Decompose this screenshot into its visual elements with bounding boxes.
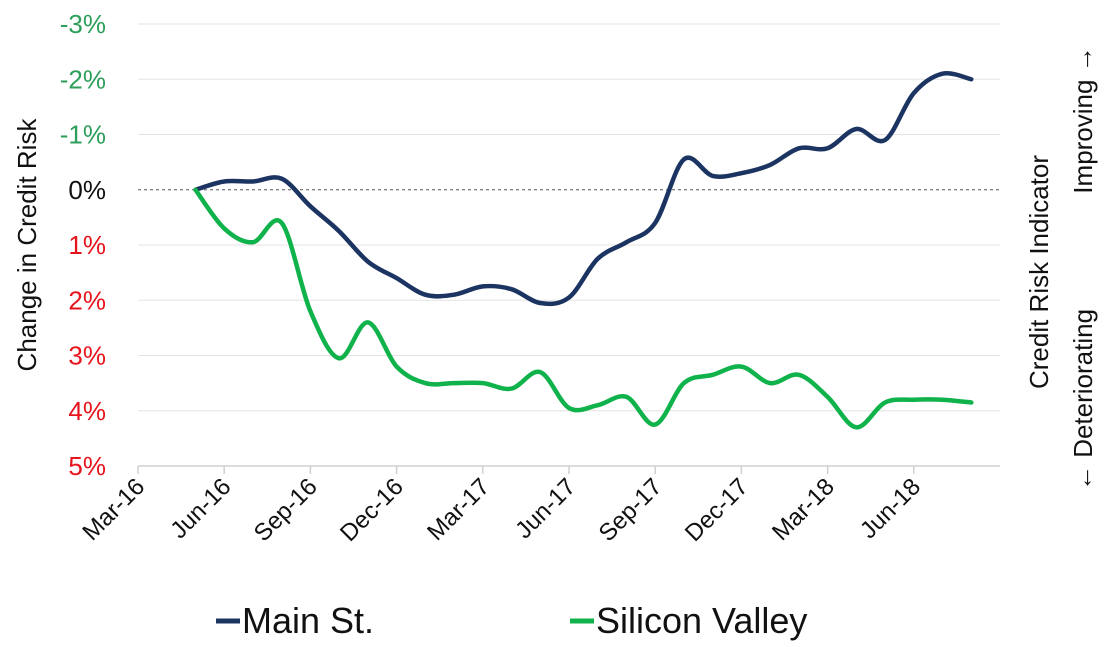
y-axis-title: Change in Credit Risk: [12, 118, 42, 372]
x-tick-label: Mar-17: [422, 473, 495, 546]
y-tick-label: 1%: [68, 230, 106, 260]
x-tick-label: Dec-17: [680, 473, 754, 547]
x-tick-label: Dec-16: [335, 473, 409, 547]
x-axis-ticks: [137, 466, 915, 474]
legend: Main St. Silicon Valley: [216, 600, 807, 641]
right-axis-improving-label: Improving →: [1068, 46, 1098, 193]
y-tick-label: 0%: [68, 175, 106, 205]
x-tick-label: Mar-16: [77, 473, 150, 546]
y-tick-label: -2%: [60, 64, 106, 94]
legend-label: Main St.: [242, 600, 374, 641]
x-axis-tick-labels: Mar-16 Jun-16 Sep-16 Dec-16 Mar-17 Jun-17 Sep-…: [77, 473, 926, 547]
y-tick-label: -1%: [60, 120, 106, 150]
gridlines: [138, 23, 1000, 412]
series-lines: [193, 70, 974, 430]
x-tick-label: Mar-18: [767, 473, 840, 546]
x-tick-label: Jun-17: [510, 473, 581, 544]
right-axis-deteriorating-label: ← Deteriorating: [1068, 309, 1098, 491]
series-line-silicon-valley: [193, 187, 974, 430]
x-tick-label: Sep-17: [594, 473, 668, 547]
y-tick-label: 5%: [68, 451, 106, 481]
y-tick-label: 2%: [68, 285, 106, 315]
y-axis-tick-labels: -3% -2% -1% 0% 1% 2% 3% 4% 5%: [60, 9, 106, 481]
y-tick-label: 3%: [68, 341, 106, 371]
series-line-main-st: [193, 70, 974, 307]
right-axis-title: Credit Risk Indicator: [1024, 155, 1054, 389]
y-tick-label: -3%: [60, 9, 106, 39]
x-tick-label: Jun-18: [855, 473, 926, 544]
legend-label: Silicon Valley: [596, 600, 807, 641]
x-tick-label: Sep-16: [249, 473, 323, 547]
y-tick-label: 4%: [68, 396, 106, 426]
x-tick-label: Jun-16: [165, 473, 236, 544]
